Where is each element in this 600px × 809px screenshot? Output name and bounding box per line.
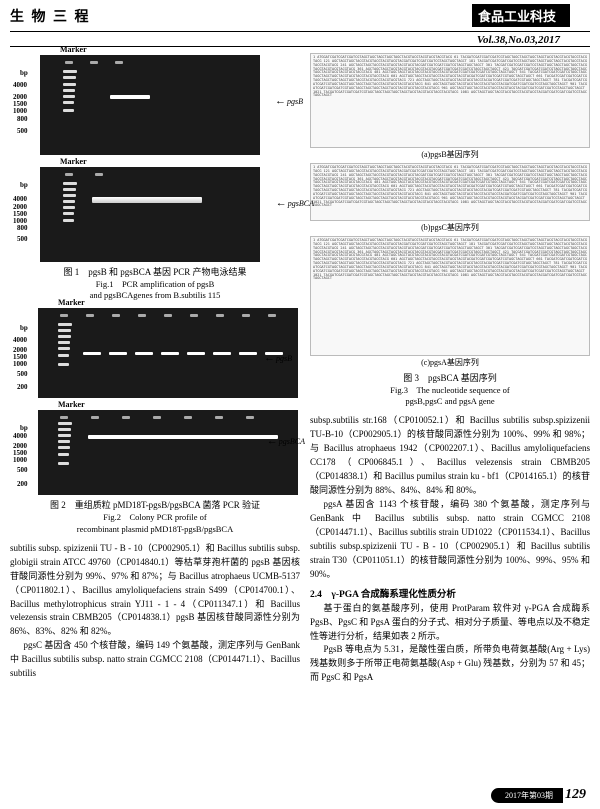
gel4-bp-unit: bp xyxy=(20,424,28,432)
gel1-bp3: 1000 xyxy=(13,107,27,115)
left-para2: pgsC 基因含 450 个核苷酸，编码 149 个氨基酸，测定序列与 GenB… xyxy=(10,639,300,681)
gel4-bp4: 500 xyxy=(17,466,28,474)
gel3-bp-unit: bp xyxy=(20,324,28,332)
gel2-bp-unit: bp xyxy=(20,181,28,189)
gel1-bp0: 4000 xyxy=(13,81,27,89)
footer-page-num: 129 xyxy=(565,787,586,803)
rule-bottom xyxy=(10,46,590,47)
seq-b: 1 ATGGATCGATCGATCGATCGTAGCTAGCTAGCTAGCTA… xyxy=(310,163,590,221)
header-right: 食品工业科技 xyxy=(472,4,570,27)
gel2-bp5: 500 xyxy=(17,235,28,243)
gel1-arrow: pgsB xyxy=(275,95,303,107)
gel2-arrow: pgsBCA xyxy=(276,197,314,209)
fig3-caption: 图 3 pgsBCA 基因序列 Fig.3 The nucleotide seq… xyxy=(310,372,590,408)
gel3-image xyxy=(38,308,298,398)
right-column: 1 ATGGATCGATCGATCGATCGTAGCTAGCTAGCTAGCTA… xyxy=(310,53,590,685)
gel3-bp4: 500 xyxy=(17,370,28,378)
gel2-marker: Marker xyxy=(60,157,87,166)
gel4-bp3: 1000 xyxy=(13,456,27,464)
fig1-caption: 图 1 pgsB 和 pgsBCA 基因 PCR 产物电泳结果 Fig.1 PC… xyxy=(10,266,300,302)
header-left: 生 物 三 程 xyxy=(10,6,91,26)
seq-c-label: (c)pgsA基因序列 xyxy=(310,357,590,368)
seq-a: 1 ATGGATCGATCGATCGATCGTAGCTAGCTAGCTAGCTA… xyxy=(310,53,590,148)
gel4-bp0: 4000 xyxy=(13,432,27,440)
gel4-arrow: pgsBCA xyxy=(267,435,305,447)
section-2-4: 2.4 γ-PGA 合成酶系理化性质分析 xyxy=(310,586,590,600)
seq-c: 1 ATGGATCGATCGATCGATCGTAGCTAGCTAGCTAGCTA… xyxy=(310,236,590,356)
gel4-image xyxy=(38,410,298,495)
footer-tag: 2017年第03期 xyxy=(491,788,563,803)
gel2-bp4: 800 xyxy=(17,224,28,232)
gel1-bp-unit: bp xyxy=(20,69,28,77)
gel2-image xyxy=(40,167,260,262)
gel1-image xyxy=(40,55,260,155)
fig2-caption: 图 2 重组质粒 pMD18T-pgsB/pgsBCA 菌落 PCR 验证 Fi… xyxy=(10,499,300,535)
gel3-bp3: 1000 xyxy=(13,360,27,368)
right-para4: PgsB 等电点为 5.31，是酸性蛋白质，所带负电荷氨基酸(Arg + Lys… xyxy=(310,643,590,685)
gel4-marker: Marker xyxy=(58,400,85,409)
right-para2: pgsA 基因含 1143 个核苷酸，编码 380 个氨基酸，测定序列与 Gen… xyxy=(310,498,590,582)
gel3-bp5: 200 xyxy=(17,383,28,391)
seq-a-label: (a)pgsB基因序列 xyxy=(310,149,590,160)
gel1-marker: Marker xyxy=(60,45,87,54)
right-para1: subsp.subtilis str.168（CP010052.1）和 Baci… xyxy=(310,414,590,498)
gel3-arrow: pgsB xyxy=(264,352,292,364)
gel2-bp0: 4000 xyxy=(13,195,27,203)
left-column: Marker bp 4000 2000 1500 1000 800 500 pg… xyxy=(10,53,300,685)
gel1-bp5: 500 xyxy=(17,127,28,135)
footer: 2017年第03期 129 xyxy=(491,787,586,803)
gel1-bp4: 800 xyxy=(17,115,28,123)
gel4-bp5: 200 xyxy=(17,480,28,488)
right-para3: 基于蛋白的氨基酸序列，使用 ProtParam 软件对 γ-PGA 合成酶系 P… xyxy=(310,602,590,644)
gel3-bp0: 4000 xyxy=(13,336,27,344)
left-para1: subtilis subsp. spizizenii TU - B - 10（C… xyxy=(10,542,300,640)
rule-top xyxy=(10,31,590,32)
seq-b-label: (b)pgsC基因序列 xyxy=(310,222,590,233)
vol-line: Vol.38,No.03,2017 xyxy=(0,34,600,46)
gel3-marker: Marker xyxy=(58,298,85,307)
